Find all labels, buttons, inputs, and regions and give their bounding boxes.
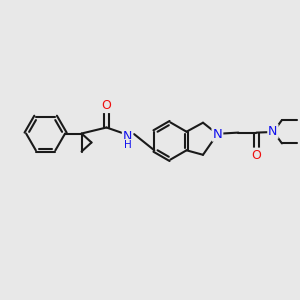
Text: N: N <box>268 125 278 138</box>
Text: O: O <box>102 99 111 112</box>
Text: N: N <box>123 130 132 143</box>
Text: N: N <box>212 128 222 141</box>
Text: O: O <box>251 148 261 162</box>
Text: H: H <box>124 140 132 150</box>
